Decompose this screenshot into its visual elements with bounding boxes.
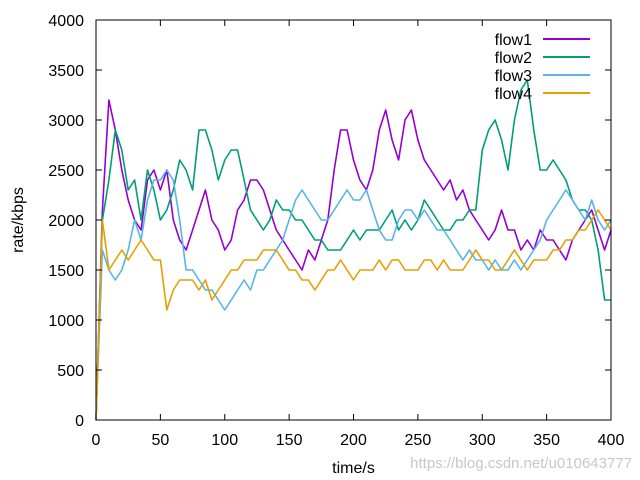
legend-label-flow3: flow3 bbox=[495, 68, 532, 85]
x-tick-label: 350 bbox=[533, 432, 560, 449]
series-line-flow4 bbox=[95, 209, 612, 421]
x-tick-label: 400 bbox=[598, 432, 625, 449]
watermark-text: https://blog.csdn.net/u010643777 bbox=[410, 455, 632, 472]
x-tick-label: 0 bbox=[92, 432, 101, 449]
x-tick-label: 50 bbox=[151, 432, 169, 449]
y-tick-label: 3000 bbox=[48, 113, 84, 130]
legend-label-flow4: flow4 bbox=[495, 86, 532, 103]
y-tick-label: 2000 bbox=[48, 213, 84, 230]
y-tick-label: 1000 bbox=[48, 313, 84, 330]
series-line-flow2 bbox=[95, 79, 611, 421]
y-tick-label: 2500 bbox=[48, 163, 84, 180]
x-tick-label: 150 bbox=[276, 432, 303, 449]
y-tick-label: 1500 bbox=[48, 263, 84, 280]
y-tick-label: 500 bbox=[57, 363, 84, 380]
x-tick-label: 100 bbox=[211, 432, 238, 449]
legend-label-flow2: flow2 bbox=[495, 50, 532, 67]
y-axis: 0 500 1000 1500 2000 2500 3000 3500 4000 bbox=[48, 13, 611, 430]
x-axis: 0 50 100 150 200 250 300 350 400 bbox=[92, 20, 625, 449]
y-axis-title: rate/kbps bbox=[10, 187, 27, 253]
y-tick-label: 0 bbox=[75, 413, 84, 430]
series-line-flow3 bbox=[95, 169, 612, 421]
y-tick-label: 4000 bbox=[48, 13, 84, 30]
x-axis-title: time/s bbox=[332, 460, 375, 477]
series-layer bbox=[95, 79, 612, 421]
x-tick-label: 300 bbox=[469, 432, 496, 449]
legend-label-flow1: flow1 bbox=[495, 32, 532, 49]
x-tick-label: 250 bbox=[405, 432, 432, 449]
series-line-flow1 bbox=[95, 99, 612, 421]
x-tick-label: 200 bbox=[340, 432, 367, 449]
y-tick-label: 3500 bbox=[48, 63, 84, 80]
